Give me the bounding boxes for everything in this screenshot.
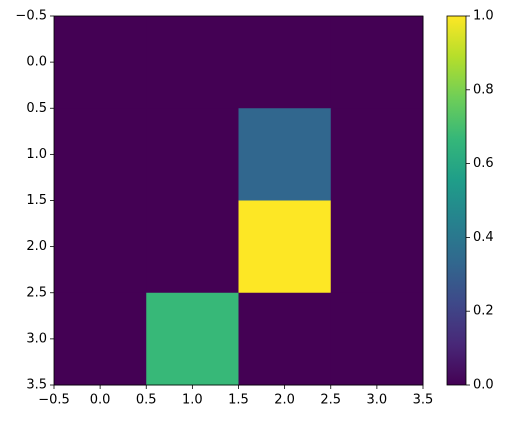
colorbar-tick-label: 0.0 [473,378,494,393]
y-tick-label: 2.5 [26,285,47,300]
heatmap-cell [54,16,147,109]
heatmap-cell [330,292,424,386]
heatmap-cell [330,200,424,294]
heatmap-cell [54,108,147,201]
x-tick-label: 0.5 [136,393,157,408]
x-tick-label: 1.0 [182,393,203,408]
x-tick-label: 3.5 [413,393,434,408]
y-tick-label: 3.0 [26,331,47,346]
colorbar-tick-label: 1.0 [473,9,494,24]
colorbar-tick-label: 0.6 [473,156,494,171]
x-tick-label: 3.0 [367,393,388,408]
heatmap-cell [238,292,332,386]
colorbar-tick-label: 0.8 [473,82,494,97]
y-tick-label: 2.0 [26,239,47,254]
y-tick-label: 3.5 [26,378,47,393]
heatmap-cell [238,108,332,201]
x-tick-label: 1.5 [228,393,249,408]
heatmap-cell [238,200,332,294]
colorbar-tick-label: 0.4 [473,230,494,245]
x-tick-label: −0.5 [38,393,70,408]
heatmap-cell [238,16,332,109]
y-tick-label: 0.0 [26,55,47,70]
heatmap-cell [54,200,147,294]
x-tick-label: 2.0 [274,393,295,408]
heatmap-cell [330,108,424,201]
colorbar-tick-label: 0.2 [473,304,494,319]
y-tick-label: 0.5 [26,101,47,116]
heatmap-cell [146,200,239,294]
heatmap-cell [330,16,424,109]
colorbar [446,15,467,386]
heatmap-cell [54,292,147,386]
heatmap-cell [146,108,239,201]
y-tick-label: −0.5 [15,9,47,24]
y-tick-label: 1.0 [26,147,47,162]
heatmap-cell [146,292,239,386]
x-tick-label: 2.5 [320,393,341,408]
x-tick-label: 0.0 [90,393,111,408]
heatmap-cell [146,16,239,109]
y-tick-label: 1.5 [26,193,47,208]
